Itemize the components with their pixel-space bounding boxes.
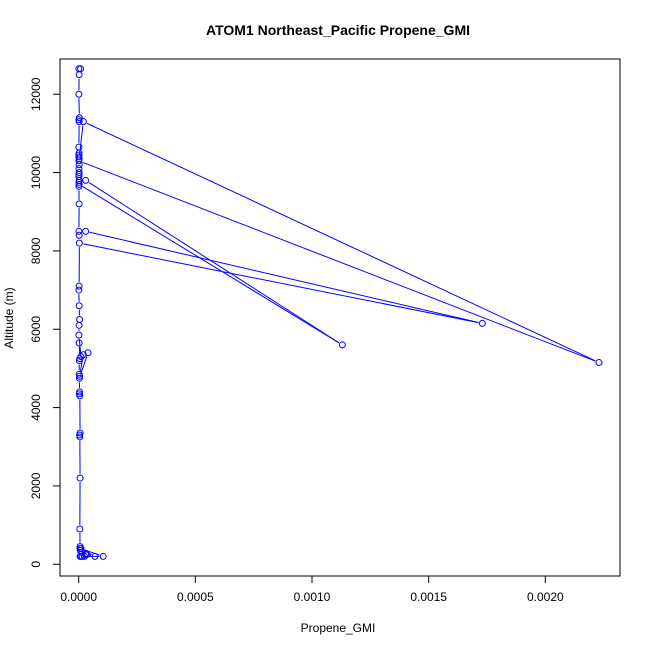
data-point <box>75 239 83 247</box>
data-point <box>76 433 84 441</box>
x-tick-label: 0.0020 <box>527 590 564 604</box>
data-point <box>79 118 87 126</box>
data-point <box>81 552 88 560</box>
data-point <box>82 227 90 235</box>
series-layer <box>75 65 603 560</box>
data-point <box>99 552 107 560</box>
series-segment <box>80 356 88 375</box>
series-segment <box>83 243 479 324</box>
series-segment <box>82 185 340 344</box>
data-point <box>75 339 83 347</box>
x-tick-label: 0.0015 <box>410 590 447 604</box>
data-point <box>75 321 83 329</box>
series-segment <box>82 161 596 362</box>
plot-frame <box>59 58 621 577</box>
data-point <box>75 302 83 310</box>
data-point <box>75 143 83 151</box>
x-tick-label: 0.0000 <box>60 590 97 604</box>
data-point <box>78 549 86 556</box>
data-point <box>75 182 83 190</box>
series-segment <box>86 122 596 362</box>
y-tick-label: 12000 <box>29 77 43 111</box>
data-point <box>75 200 83 208</box>
x-tick-label: 0.0005 <box>177 590 214 604</box>
data-point <box>595 359 603 367</box>
data-point <box>75 331 83 339</box>
series-segment <box>89 231 479 323</box>
y-tick-label: 8000 <box>29 237 43 264</box>
x-axis-label: Propene_GMI <box>301 621 376 635</box>
y-tick-label: 2000 <box>29 472 43 499</box>
y-axis: 0 2000 4000 6000 8000 10000 12000 <box>29 77 61 568</box>
data-point <box>75 90 83 98</box>
data-point <box>76 315 84 323</box>
y-tick-label: 4000 <box>29 394 43 421</box>
y-tick-label: 10000 <box>29 156 43 190</box>
data-point <box>75 282 83 290</box>
data-point <box>83 550 91 558</box>
y-tick-label: 0 <box>29 561 43 568</box>
y-axis-label: Altitude (m) <box>2 287 16 348</box>
data-point <box>91 552 99 560</box>
data-point <box>82 176 90 184</box>
data-point <box>76 474 84 482</box>
data-point <box>84 349 92 357</box>
x-axis: 0.0000 0.0005 0.0010 0.0015 0.0020 <box>60 575 564 604</box>
data-point <box>75 357 83 365</box>
data-point <box>75 374 83 382</box>
data-point <box>76 392 84 400</box>
data-point <box>478 319 486 327</box>
data-point <box>75 157 83 165</box>
data-point <box>75 286 83 294</box>
data-point <box>75 227 83 235</box>
data-point <box>77 545 85 553</box>
data-point <box>338 341 346 349</box>
data-point <box>75 71 83 79</box>
data-point <box>78 552 86 560</box>
series-segment <box>88 182 340 344</box>
chart-title: ATOM1 Northeast_Pacific Propene_GMI <box>206 22 470 38</box>
data-point <box>75 161 83 169</box>
x-tick-label: 0.0010 <box>294 590 331 604</box>
data-point <box>75 118 83 126</box>
data-point <box>75 231 83 239</box>
data-point <box>76 525 84 533</box>
data-point <box>79 351 87 359</box>
y-tick-label: 6000 <box>29 316 43 343</box>
